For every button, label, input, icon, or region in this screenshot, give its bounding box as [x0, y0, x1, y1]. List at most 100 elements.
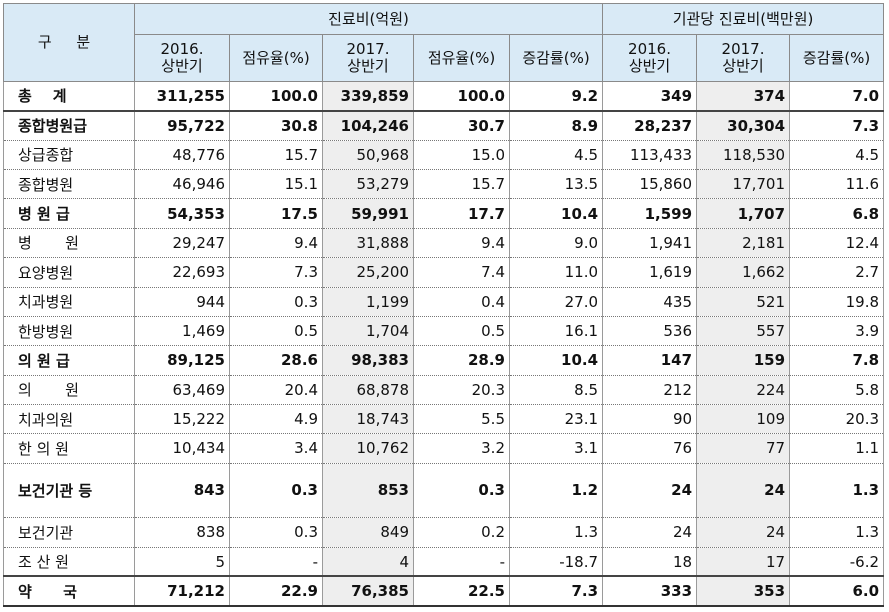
row-label: 보건기관 등 [3, 463, 135, 519]
table-cell: 30.7 [413, 110, 510, 141]
table-cell: 0.3 [229, 463, 323, 519]
table-cell: 7.3 [508, 576, 604, 607]
row-label: 의 원 급 [3, 345, 135, 376]
table-cell: 46,946 [134, 169, 230, 200]
table-cell: 89,125 [134, 345, 230, 376]
table-cell: 1,941 [602, 228, 698, 259]
table-body: 총 계 311,255 100.0 339,859 100.0 9.2 349 374 7.0 종… [3, 81, 885, 607]
table-row: 보건기관 838 0.3 849 0.2 1.3 24 24 1.3 [3, 517, 885, 548]
row-label: 보건기관 [3, 517, 135, 548]
table-cell: 24 [602, 463, 698, 519]
header-col-line1: 증감률(%) [522, 48, 590, 67]
table-cell: 17.5 [229, 198, 323, 229]
table-cell: - [413, 547, 510, 578]
table-cell: 59,991 [322, 198, 414, 229]
table-cell: 1,599 [602, 198, 698, 229]
table-cell: 3.9 [789, 316, 885, 347]
table-cell: 118,530 [696, 140, 791, 171]
table-cell: 1,707 [696, 198, 791, 229]
table-cell: 15.7 [413, 169, 510, 200]
table-row: 의 원 63,469 20.4 68,878 20.3 8.5 212 224 5.8 [3, 375, 885, 405]
header-col-line1: 2016. [160, 40, 204, 58]
header-category: 구 분 [3, 3, 135, 82]
table-row: 요양병원 22,693 7.3 25,200 7.4 11.0 1,619 1,662 2.7 [3, 257, 885, 288]
table-cell: 147 [602, 345, 698, 376]
table-row: 종합병원 46,946 15.1 53,279 15.7 13.5 15,860 17,701… [3, 169, 885, 200]
table-cell: 4.5 [508, 140, 604, 171]
table-row: 병 원 급 54,353 17.5 59,991 17.7 10.4 1,599 1,707 6… [3, 198, 885, 229]
table-cell: 159 [696, 345, 791, 376]
table-row: 치과병원 944 0.3 1,199 0.4 27.0 435 521 19.8 [3, 287, 885, 317]
table-cell: 24 [696, 463, 791, 519]
table-cell: 224 [696, 375, 791, 405]
table-cell: 22.9 [229, 576, 323, 607]
table-cell: 15,860 [602, 169, 698, 200]
table-cell: 15.0 [413, 140, 510, 171]
table-cell: 77 [696, 433, 791, 464]
table-cell: 853 [322, 463, 414, 519]
table-cell: 0.3 [229, 517, 323, 548]
table-cell: 53,279 [322, 169, 414, 200]
header-col-2: 2017. 상반기 [322, 34, 414, 82]
table-cell: 25,200 [322, 257, 414, 288]
table-cell: 28,237 [602, 110, 698, 141]
table-cell: 8.9 [508, 110, 604, 141]
header-col-line2: 상반기 [722, 57, 764, 75]
header-col-line2: 상반기 [628, 57, 671, 75]
row-label: 병 원 급 [3, 198, 135, 229]
table-cell: 28.6 [229, 345, 323, 376]
table-cell: 0.3 [229, 287, 323, 317]
table-cell: 6.8 [789, 198, 885, 229]
table-cell: 5 [134, 547, 230, 578]
table-cell: - [229, 547, 323, 578]
header-col-4: 증감률(%) [508, 34, 604, 82]
table-cell: 3.2 [413, 433, 510, 464]
table-cell: 1.3 [508, 517, 604, 548]
header-col-line1: 증감률(%) [802, 48, 871, 67]
table-cell: 339,859 [322, 81, 414, 112]
table-cell: 5.5 [413, 404, 510, 435]
table-cell: 18,743 [322, 404, 414, 435]
table-row: 한방병원 1,469 0.5 1,704 0.5 16.1 536 557 3.9 [3, 316, 885, 347]
table-cell: 15.1 [229, 169, 323, 200]
table-cell: 9.4 [413, 228, 510, 259]
table-row: 병 원 29,247 9.4 31,888 9.4 9.0 1,941 2,181 12.4 [3, 228, 885, 259]
table-cell: 27.0 [508, 287, 604, 317]
table-cell: 24 [602, 517, 698, 548]
table-cell: 0.4 [413, 287, 510, 317]
table-cell: -18.7 [508, 547, 604, 578]
header-col-7: 증감률(%) [789, 34, 885, 82]
table-cell: 12.4 [789, 228, 885, 259]
header-col-line1: 2016. [628, 40, 671, 58]
table-cell: 7.3 [229, 257, 323, 288]
table-cell: 0.3 [413, 463, 510, 519]
table-cell: 4.5 [789, 140, 885, 171]
table-cell: 68,878 [322, 375, 414, 405]
table-cell: 9.2 [508, 81, 604, 112]
row-label: 한 의 원 [3, 433, 135, 464]
table-cell: 7.0 [789, 81, 885, 112]
header-col-line2: 상반기 [161, 57, 203, 75]
table-cell: 18 [602, 547, 698, 578]
header-col-line1: 점유율(%) [427, 48, 496, 67]
table-cell: 76 [602, 433, 698, 464]
table-cell: 557 [696, 316, 791, 347]
table-cell: 15.7 [229, 140, 323, 171]
table-cell: 54,353 [134, 198, 230, 229]
table-row: 조 산 원 5-4- -18.7 18 17 -6.2 [3, 547, 885, 578]
table-cell: 5.8 [789, 375, 885, 405]
row-label: 의 원 [3, 375, 135, 405]
table-cell: 374 [696, 81, 791, 112]
row-label: 요양병원 [3, 257, 135, 288]
table-cell: 50,968 [322, 140, 414, 171]
header-col-3: 점유율(%) [413, 34, 510, 82]
table-cell: 100.0 [229, 81, 323, 112]
table-cell: 1,619 [602, 257, 698, 288]
table-cell: 1,704 [322, 316, 414, 347]
table-cell: 28.9 [413, 345, 510, 376]
header-group-expense: 진료비(억원) [133, 3, 604, 35]
table-cell: 24 [696, 517, 791, 548]
table-cell: 9.0 [508, 228, 604, 259]
table-cell: 0.5 [413, 316, 510, 347]
table-cell: 1.3 [789, 517, 885, 548]
